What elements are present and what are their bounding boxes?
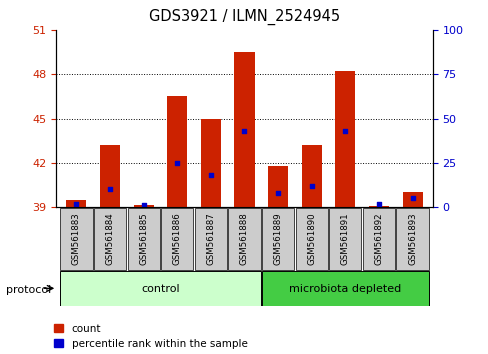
Point xyxy=(106,187,114,192)
Point xyxy=(307,183,315,189)
FancyBboxPatch shape xyxy=(295,208,327,270)
Bar xyxy=(234,52,254,207)
Text: GSM561887: GSM561887 xyxy=(206,212,215,266)
Point xyxy=(240,128,248,134)
FancyBboxPatch shape xyxy=(328,208,361,270)
FancyBboxPatch shape xyxy=(161,208,193,270)
Text: GDS3921 / ILMN_2524945: GDS3921 / ILMN_2524945 xyxy=(149,9,339,25)
Text: microbiota depleted: microbiota depleted xyxy=(288,284,401,293)
Legend: count, percentile rank within the sample: count, percentile rank within the sample xyxy=(54,324,247,349)
Text: GSM561889: GSM561889 xyxy=(273,213,282,265)
Bar xyxy=(301,145,321,207)
Text: protocol: protocol xyxy=(6,285,51,295)
Bar xyxy=(167,97,187,207)
FancyBboxPatch shape xyxy=(60,271,260,306)
Point xyxy=(274,190,282,196)
Text: GSM561885: GSM561885 xyxy=(139,212,148,266)
FancyBboxPatch shape xyxy=(228,208,260,270)
Point xyxy=(341,128,348,134)
Text: GSM561893: GSM561893 xyxy=(407,213,416,265)
Point xyxy=(374,201,382,206)
Point xyxy=(72,201,80,206)
Bar xyxy=(335,72,355,207)
Text: GSM561888: GSM561888 xyxy=(240,212,248,266)
Bar xyxy=(368,206,388,207)
Bar xyxy=(66,200,86,207)
FancyBboxPatch shape xyxy=(127,208,160,270)
FancyBboxPatch shape xyxy=(94,208,126,270)
Point xyxy=(408,195,416,201)
Bar xyxy=(402,192,422,207)
Text: GSM561891: GSM561891 xyxy=(340,213,349,265)
Text: GSM561884: GSM561884 xyxy=(105,212,114,266)
Text: GSM561890: GSM561890 xyxy=(306,213,316,265)
Bar xyxy=(133,205,153,207)
Point xyxy=(206,172,214,178)
Text: GSM561883: GSM561883 xyxy=(72,212,81,266)
Text: GSM561892: GSM561892 xyxy=(374,213,383,265)
FancyBboxPatch shape xyxy=(362,208,394,270)
FancyBboxPatch shape xyxy=(262,271,428,306)
Text: control: control xyxy=(141,284,180,293)
Bar xyxy=(267,166,287,207)
Bar xyxy=(100,145,120,207)
Bar xyxy=(201,119,221,207)
FancyBboxPatch shape xyxy=(262,208,294,270)
Point xyxy=(173,160,181,166)
FancyBboxPatch shape xyxy=(396,208,428,270)
Text: GSM561886: GSM561886 xyxy=(172,212,182,266)
FancyBboxPatch shape xyxy=(194,208,226,270)
Point xyxy=(140,202,147,208)
FancyBboxPatch shape xyxy=(60,208,92,270)
